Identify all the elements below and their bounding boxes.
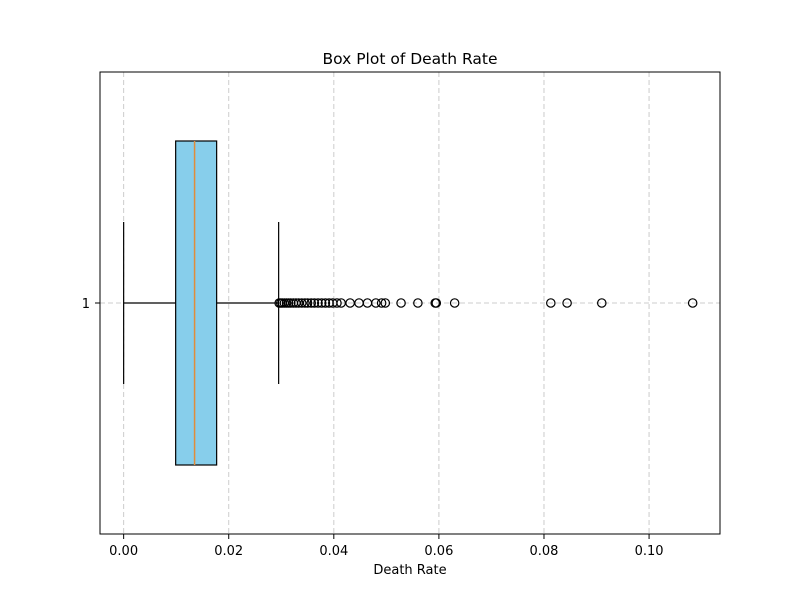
- outlier-point-26: [376, 298, 387, 308]
- x-tick-label-2: 0.04: [319, 544, 348, 559]
- outlier-point-17: [320, 298, 331, 308]
- outlier-point-25: [371, 298, 381, 308]
- grid-lines: [100, 72, 720, 534]
- outlier-point-20: [332, 298, 342, 308]
- outlier-point-12: [302, 298, 313, 308]
- outlier-point-13: [306, 298, 317, 308]
- axes: 0.00 0.02 0.04 0.06 0.08 0.10 1: [82, 297, 664, 559]
- box-plot-series: [123, 140, 698, 466]
- outlier-point-10: [296, 298, 307, 308]
- outlier-point-32: [449, 298, 460, 308]
- x-tick-label-3: 0.06: [424, 544, 453, 559]
- outlier-point-36: [687, 298, 698, 308]
- x-tick-label-5: 0.10: [635, 544, 664, 559]
- outlier-point-15: [313, 298, 323, 308]
- x-tick-label-1: 0.02: [214, 544, 243, 559]
- outlier-point-28: [396, 298, 406, 308]
- outlier-point-31: [431, 298, 442, 308]
- outlier-point-11: [300, 298, 310, 308]
- outlier-point-14: [309, 298, 320, 308]
- outlier-point-16: [316, 298, 327, 308]
- x-tick-label-0: 0.00: [109, 544, 138, 559]
- y-tick-label-0: 1: [82, 297, 90, 312]
- outlier-point-27: [380, 298, 391, 308]
- x-axis-title: Death Rate: [373, 563, 446, 578]
- outlier-point-29: [413, 298, 423, 308]
- x-tick-label-4: 0.08: [530, 544, 559, 559]
- outlier-point-35: [596, 298, 607, 308]
- chart-title: Box Plot of Death Rate: [322, 50, 497, 68]
- outlier-point-33: [546, 298, 556, 308]
- outlier-point-34: [562, 298, 572, 308]
- interquartile-box: [175, 140, 218, 466]
